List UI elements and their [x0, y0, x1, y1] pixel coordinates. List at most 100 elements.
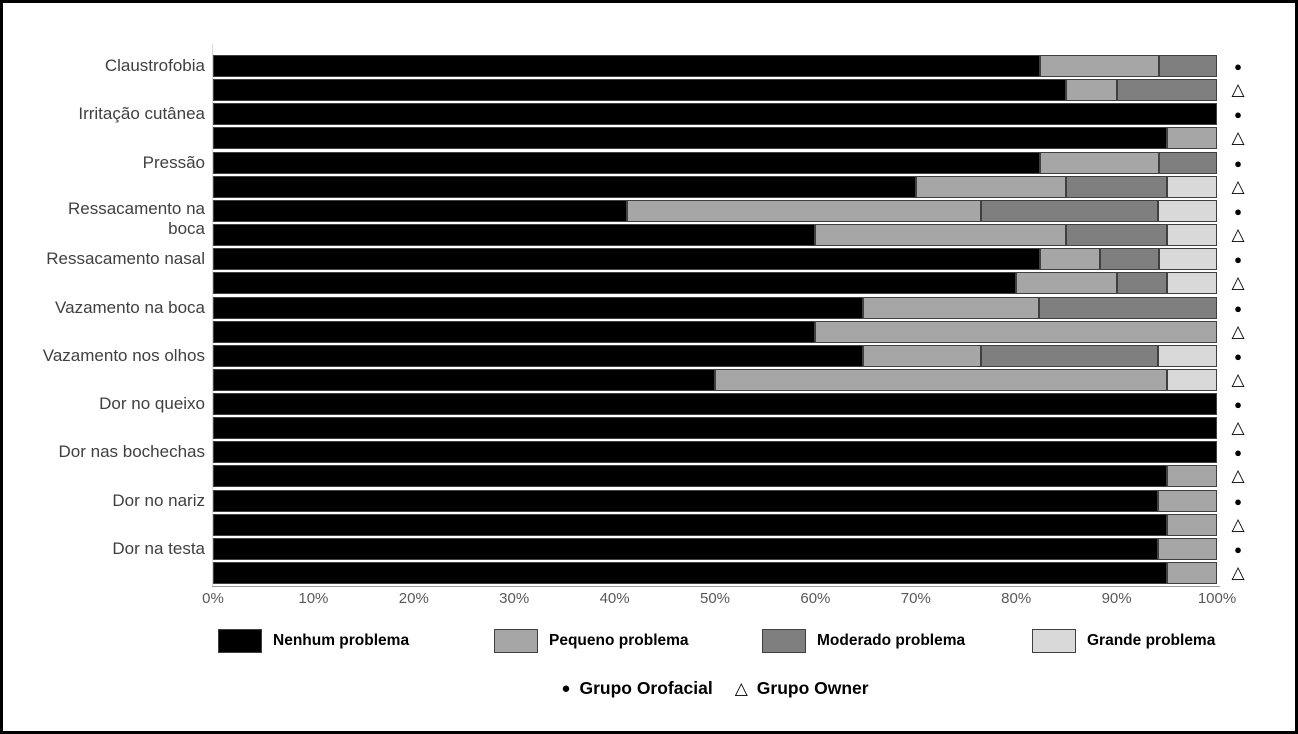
orofacial-bar [213, 345, 1217, 367]
x-tick-label: 20% [398, 590, 429, 607]
bar-segment [1157, 345, 1217, 367]
category-label-line: Dor no nariz [112, 491, 205, 510]
orofacial-marker-icon: ● [1234, 251, 1242, 267]
bar-segment [1158, 55, 1217, 77]
orofacial-marker-icon: ● [561, 680, 571, 697]
category-label: Vazamento nos olhos [10, 345, 205, 367]
orofacial-marker-icon: ● [1234, 106, 1242, 122]
bar-segment [213, 514, 1167, 536]
bar-segment [715, 369, 1167, 391]
bar-segment [1166, 369, 1217, 391]
bar-segment [981, 200, 1158, 222]
category-label: Ressacamento na boca [10, 199, 205, 238]
orofacial-bar [213, 200, 1217, 222]
bar-segment [1166, 514, 1217, 536]
group-legend-item: △ Grupo Owner [735, 678, 869, 699]
category-label: Dor na testa [10, 538, 205, 560]
bar-segment [213, 103, 1217, 125]
category-label: Vazamento na boca [10, 297, 205, 319]
bar-segment [1157, 200, 1217, 222]
orofacial-marker-icon: ● [1234, 541, 1242, 557]
orofacial-marker-icon: ● [1234, 444, 1242, 460]
orofacial-marker-icon: ● [1234, 493, 1242, 509]
owner-bar [213, 79, 1217, 101]
owner-bar [213, 176, 1217, 198]
x-axis-line [212, 586, 1220, 587]
bar-segment [213, 345, 863, 367]
bar-segment [213, 272, 1017, 294]
orofacial-bar [213, 297, 1217, 319]
bar-segment [1040, 55, 1159, 77]
bar-segment [862, 345, 982, 367]
category-label-line: boca [168, 219, 205, 238]
x-tick-label: 100% [1197, 590, 1237, 607]
category-label: Pressão [10, 152, 205, 174]
bar-segment [862, 297, 1040, 319]
legend-item: Nenhum problema [218, 628, 409, 653]
bar-segment [1166, 127, 1217, 149]
bar-segment [213, 490, 1158, 512]
bar-segment [1166, 224, 1217, 246]
bar-segment [213, 152, 1041, 174]
legend-swatch [1032, 628, 1076, 653]
category-label-line: Ressacamento na [67, 199, 205, 218]
bar-segment [213, 224, 816, 246]
bar-segment [1066, 224, 1167, 246]
category-label: Dor nas bochechas [10, 441, 205, 463]
owner-bar [213, 321, 1217, 343]
category-label: Irritação cutânea [10, 103, 205, 125]
bar-segment [213, 248, 1041, 270]
bar-segment [213, 369, 715, 391]
legend-item: Pequeno problema [494, 628, 689, 653]
x-tick-label: 0% [202, 590, 224, 607]
owner-bar [213, 224, 1217, 246]
bar-segment [213, 200, 627, 222]
x-tick-label: 70% [900, 590, 931, 607]
category-label: Ressacamento nasal [10, 248, 205, 270]
category-label-line: Ressacamento nasal [46, 249, 205, 268]
group-legend-item: ● Grupo Orofacial [561, 678, 712, 699]
orofacial-bar [213, 152, 1217, 174]
bar-segment [213, 417, 1217, 439]
bar-segment [213, 538, 1158, 560]
bar-segment [213, 465, 1167, 487]
orofacial-bar [213, 538, 1217, 560]
category-label-line: Dor na testa [112, 539, 205, 558]
owner-marker-icon: △ [734, 678, 748, 698]
legend-item: Grande problema [1032, 628, 1215, 653]
x-tick-label: 30% [499, 590, 530, 607]
owner-marker-icon: △ [1231, 177, 1245, 196]
owner-marker-icon: △ [1231, 370, 1245, 389]
bar-segment [1166, 465, 1217, 487]
owner-bar [213, 272, 1217, 294]
group-legend-label: Grupo Orofacial [579, 678, 713, 698]
x-tick-label: 10% [298, 590, 329, 607]
owner-marker-icon: △ [1231, 273, 1245, 292]
orofacial-bar [213, 441, 1217, 463]
x-tick-label: 50% [699, 590, 731, 607]
owner-bar [213, 465, 1217, 487]
orofacial-marker-icon: ● [1234, 396, 1242, 412]
bar-segment [213, 127, 1167, 149]
legend-item: Moderado problema [762, 628, 965, 653]
orofacial-bar [213, 490, 1217, 512]
category-label-line: Pressão [142, 153, 205, 172]
owner-marker-icon: △ [1231, 322, 1245, 341]
bar-segment [815, 224, 1067, 246]
bar-segment [1099, 248, 1159, 270]
orofacial-bar [213, 55, 1217, 77]
bar-segment [213, 321, 816, 343]
legend-swatch [218, 628, 262, 653]
orofacial-bar [213, 103, 1217, 125]
owner-bar [213, 369, 1217, 391]
category-label: Claustrofobia [10, 55, 205, 77]
orofacial-bar [213, 393, 1217, 415]
orofacial-marker-icon: ● [1234, 300, 1242, 316]
x-tick-label: 60% [800, 590, 831, 607]
bar-segment [1040, 152, 1159, 174]
orofacial-bar [213, 248, 1217, 270]
x-tick-label: 90% [1101, 590, 1132, 607]
bar-segment [1158, 248, 1217, 270]
bar-segment [1157, 538, 1217, 560]
